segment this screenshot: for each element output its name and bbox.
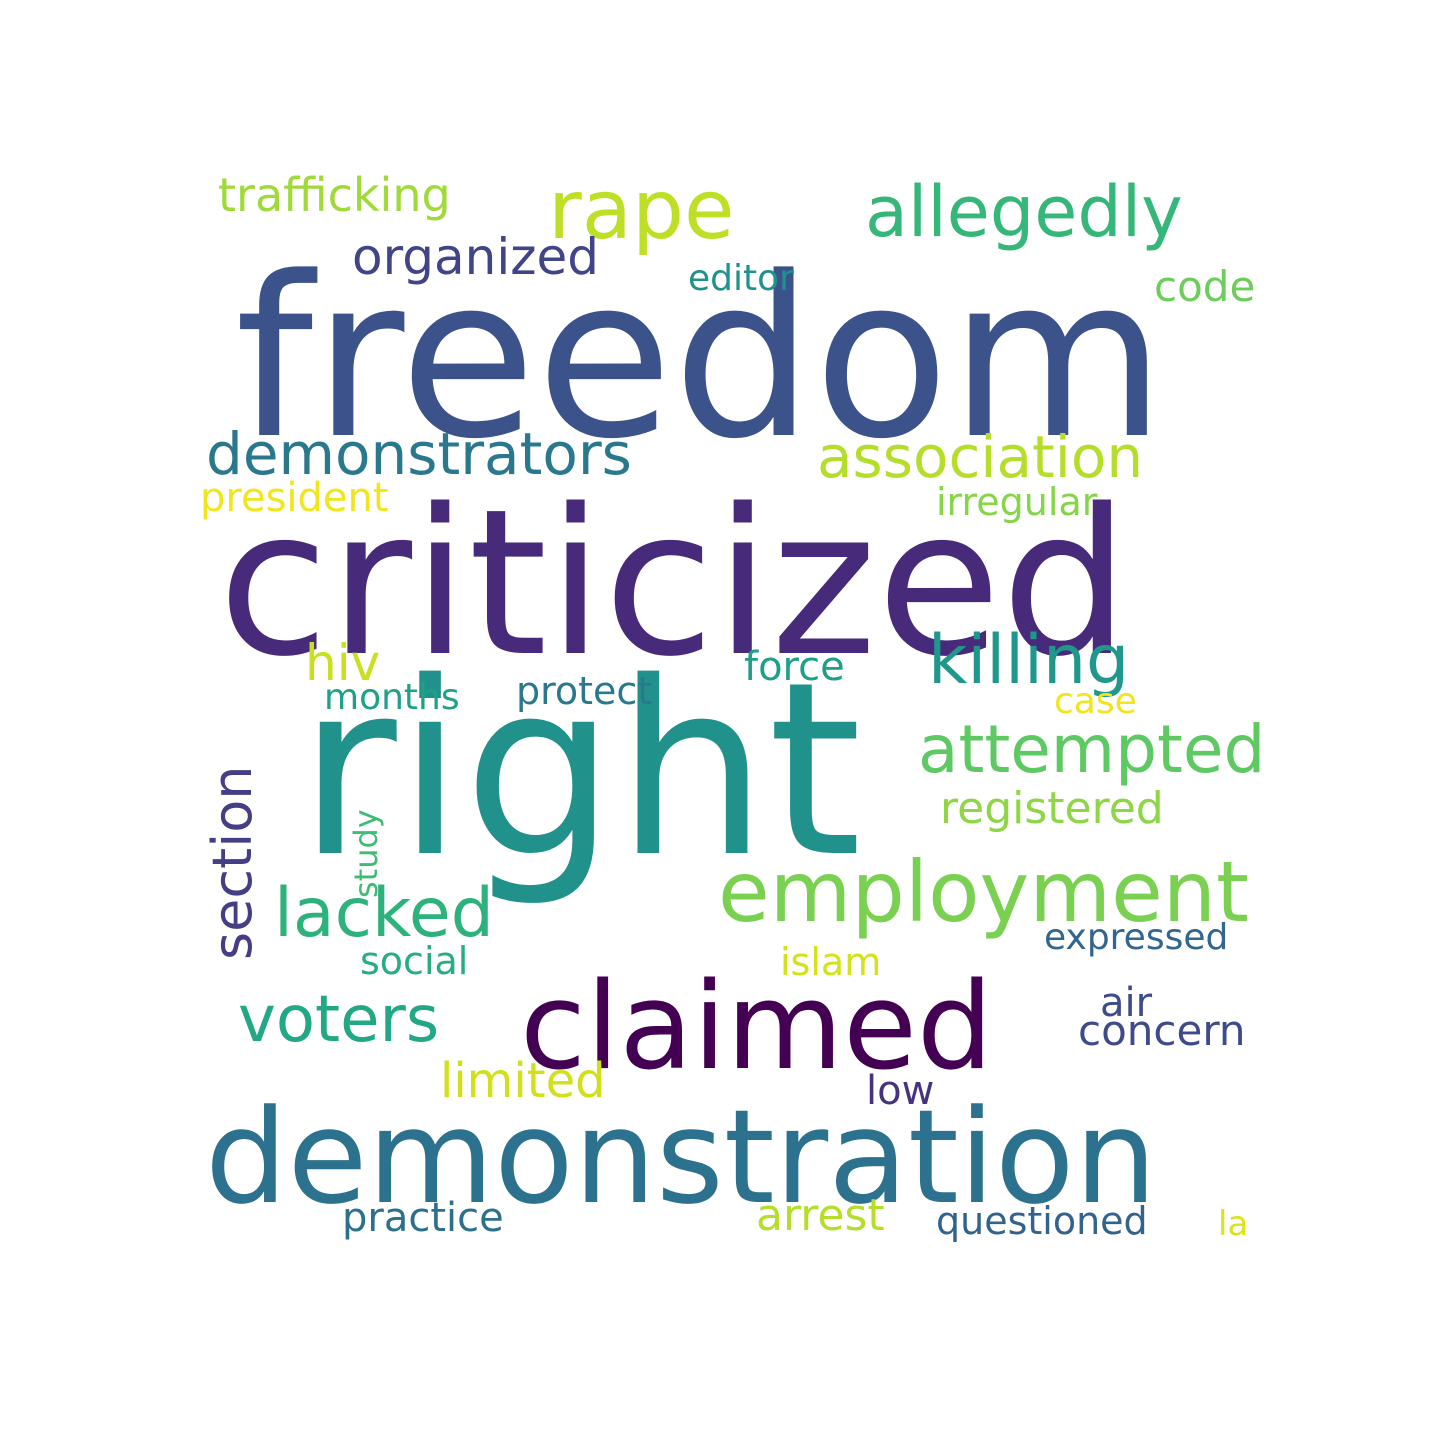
word-la: la <box>1218 1204 1249 1244</box>
word-islam: islam <box>780 940 882 984</box>
word-freedom: freedom <box>235 230 1166 488</box>
word-hiv: hiv <box>305 634 381 692</box>
word-case: case <box>1054 681 1137 722</box>
word-criticized: criticized <box>218 465 1130 701</box>
word-section: section <box>201 765 264 960</box>
word-months: months <box>324 677 460 718</box>
word-attempted: attempted <box>918 711 1266 788</box>
word-voters: voters <box>238 983 440 1057</box>
word-allegedly: allegedly <box>865 171 1183 253</box>
word-air: air <box>1100 980 1153 1026</box>
word-demonstrators: demonstrators <box>206 420 632 488</box>
word-concern: concern <box>1078 1006 1246 1055</box>
word-protect: protect <box>516 669 653 713</box>
word-demonstration: demonstration <box>205 1081 1157 1233</box>
word-claimed: claimed <box>520 958 994 1097</box>
word-irregular: irregular <box>936 480 1098 524</box>
word-rape: rape <box>548 163 735 258</box>
word-study: study <box>347 809 385 898</box>
word-low: low <box>866 1068 935 1114</box>
word-code: code <box>1154 262 1256 311</box>
word-force: force <box>744 644 845 690</box>
word-organized: organized <box>352 228 599 286</box>
word-trafficking: trafficking <box>218 168 451 222</box>
word-social: social <box>360 939 469 983</box>
word-arrest: arrest <box>756 1190 885 1241</box>
word-limited: limited <box>440 1053 606 1109</box>
word-association: association <box>817 423 1144 491</box>
word-expressed: expressed <box>1044 917 1229 958</box>
word-questioned: questioned <box>936 1199 1148 1243</box>
word-registered: registered <box>940 783 1164 834</box>
word-employment: employment <box>718 843 1249 941</box>
word-practice: practice <box>342 1195 504 1241</box>
word-right: right <box>298 630 862 910</box>
word-killing: killing <box>928 621 1130 700</box>
word-lacked: lacked <box>274 874 494 953</box>
word-president: president <box>200 475 389 521</box>
word-editor: editor <box>688 258 794 299</box>
